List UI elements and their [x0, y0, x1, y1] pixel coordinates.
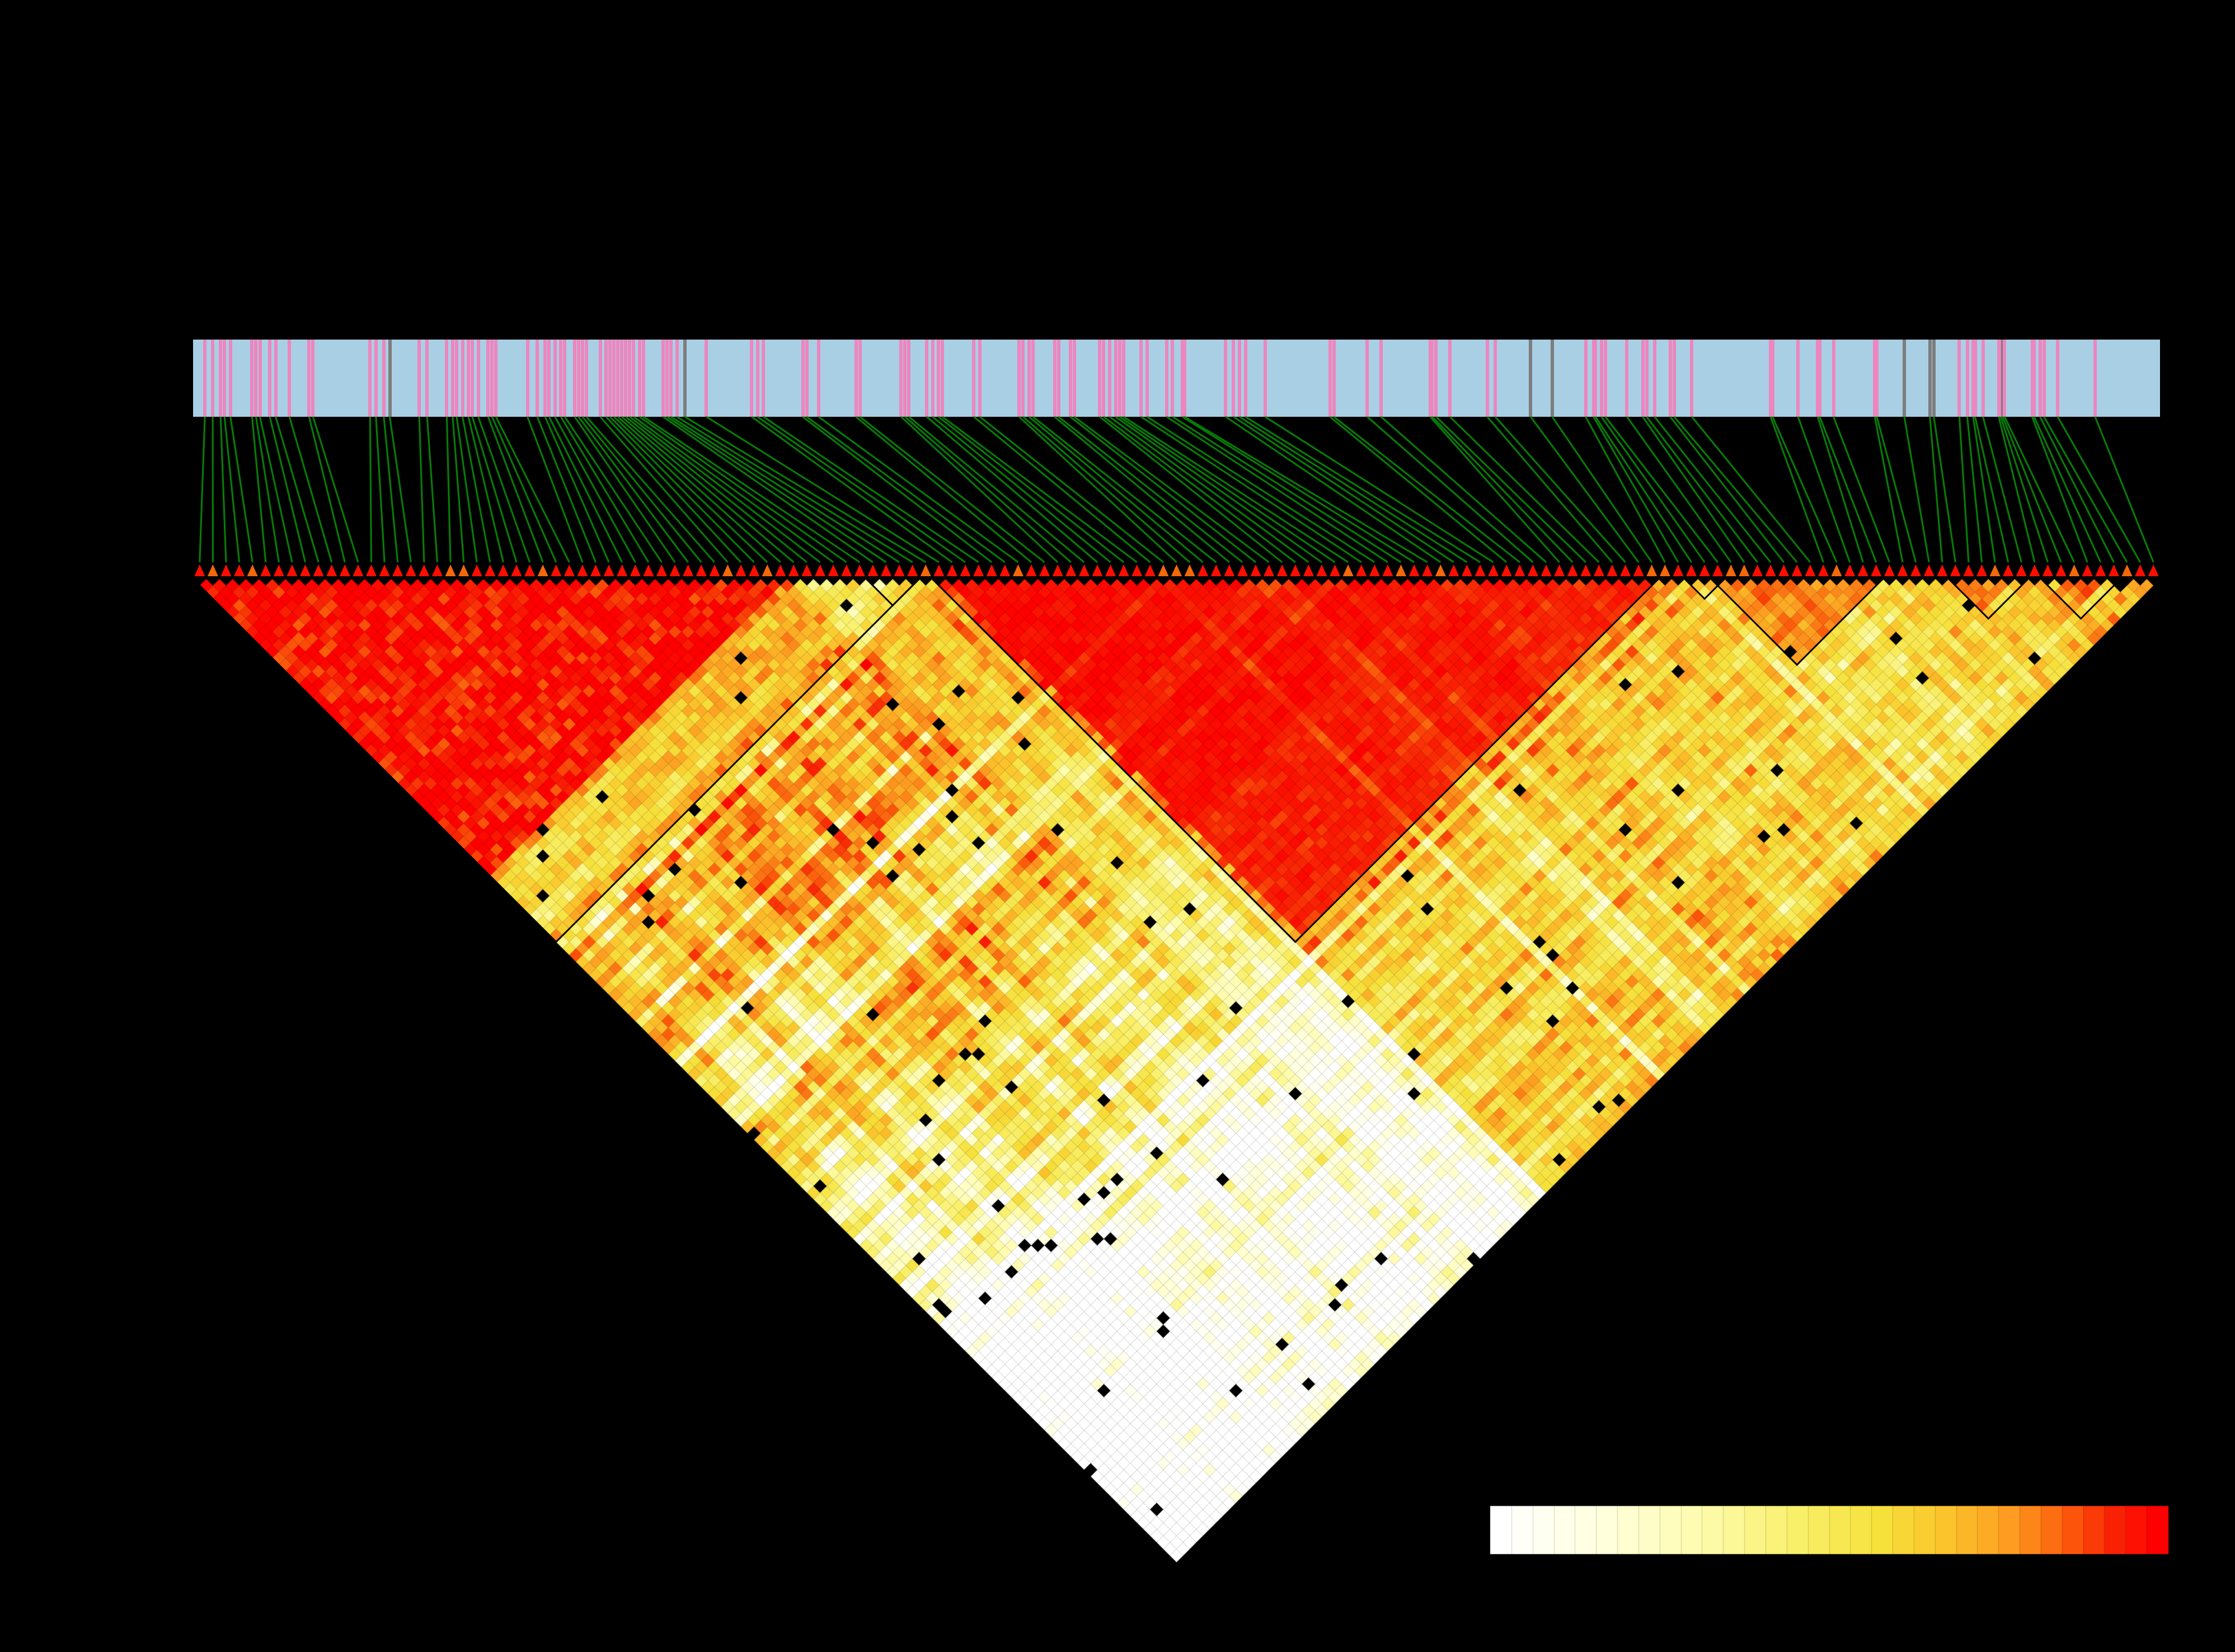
color-key: [0, 0, 2235, 1652]
ld-plot-figure: [0, 0, 2235, 1652]
